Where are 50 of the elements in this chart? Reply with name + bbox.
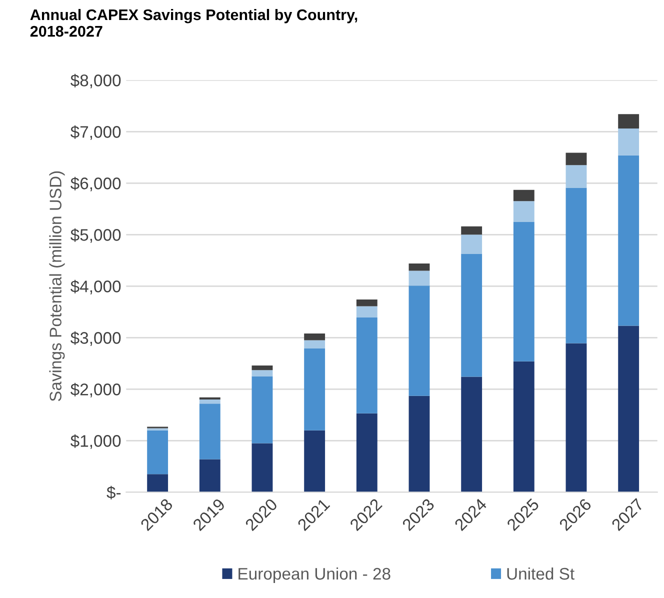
legend-label: United St (507, 567, 574, 580)
y-tick-label: $- (106, 486, 121, 500)
bar (304, 430, 326, 492)
bar (199, 399, 220, 404)
bar (147, 430, 168, 474)
bar (513, 201, 534, 222)
bar (461, 376, 482, 492)
bar (356, 413, 378, 492)
y-tick-label: $1,000 (70, 434, 121, 449)
bar (252, 376, 273, 444)
chart-title: Annual CAPEX Savings Potential by Country, 2018-2027 (30, 8, 358, 37)
bar (408, 270, 430, 286)
bar (356, 300, 378, 306)
bar (461, 226, 482, 235)
bar (408, 286, 430, 396)
bar (304, 348, 326, 430)
bar (304, 340, 326, 348)
bar (252, 365, 273, 370)
bar (252, 443, 273, 492)
bar (566, 152, 587, 166)
bar (513, 361, 534, 492)
bar (513, 190, 534, 202)
bar (408, 263, 430, 271)
bar (356, 306, 378, 318)
bar (461, 254, 482, 377)
y-tick-label: $7,000 (70, 125, 121, 140)
y-tick-label: $5,000 (70, 228, 121, 243)
bar (304, 334, 326, 340)
y-tick-label: $3,000 (70, 331, 121, 346)
y-tick-label: $4,000 (70, 280, 121, 294)
bar (147, 474, 168, 492)
bar (252, 370, 273, 376)
y-tick-label: $2,000 (70, 382, 121, 398)
y-axis-title: Savings Potential (million USD) (49, 171, 65, 402)
legend-label: European Union - 28 (238, 567, 390, 583)
bar (356, 318, 378, 414)
bar (566, 188, 587, 344)
bar (408, 396, 430, 492)
bar (618, 114, 640, 129)
bar (618, 128, 640, 156)
bar (618, 326, 640, 492)
bar (618, 155, 640, 326)
bar (199, 459, 220, 492)
bar (513, 222, 534, 362)
y-tick-label: $8,000 (70, 74, 121, 88)
bar (566, 165, 587, 188)
bar (461, 234, 482, 254)
y-tick-label: $6,000 (70, 176, 121, 192)
bar (566, 343, 587, 492)
bar (199, 404, 220, 460)
